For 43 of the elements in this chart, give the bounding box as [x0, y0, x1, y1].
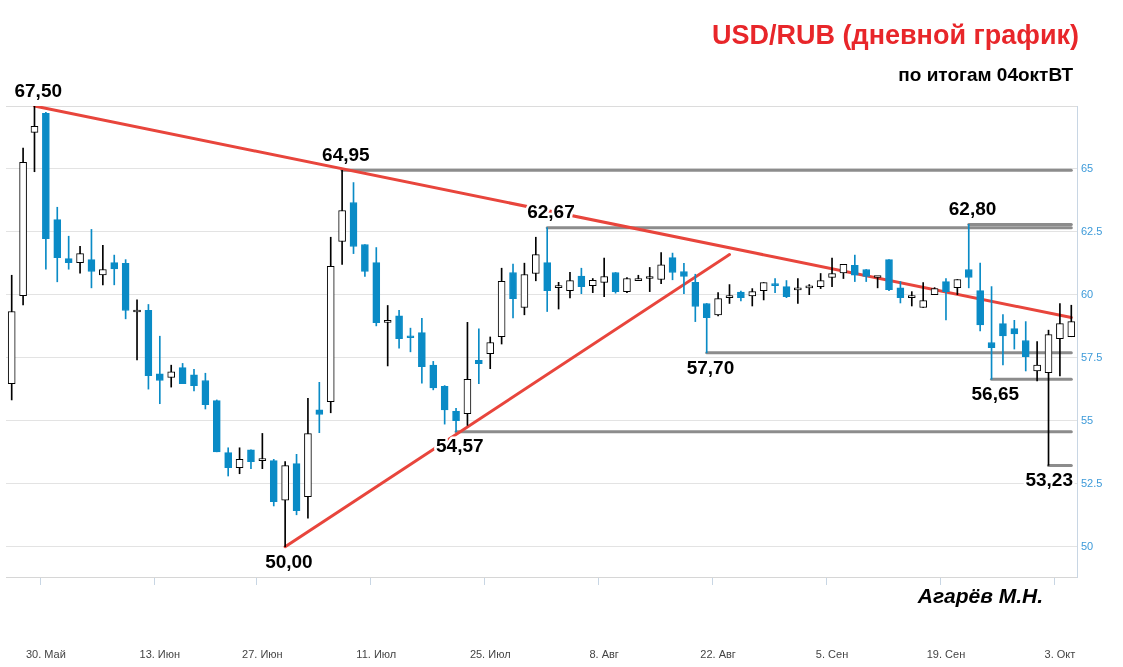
candlestick: [99, 244, 107, 286]
candlestick: [475, 328, 483, 384]
candlestick: [1056, 303, 1064, 377]
x-tick-label: 27. Июн: [242, 647, 283, 660]
data-label: 64,95: [322, 143, 371, 165]
y-tick-label: 57.5: [1081, 350, 1103, 363]
x-tick-label: 5. Сен: [815, 647, 849, 660]
x-tick-label: 8. Авг: [589, 647, 619, 660]
candlestick: [1033, 341, 1041, 382]
data-label: 53,23: [1025, 469, 1073, 491]
candlestick: [600, 257, 608, 297]
y-tick-label: 50: [1081, 539, 1094, 552]
candlestick: [907, 291, 916, 307]
x-tick-label: 11. Июл: [356, 647, 397, 660]
y-tick-label: 55: [1081, 413, 1094, 426]
y-tick-label: 65: [1081, 162, 1094, 174]
text: Агарёв М.Н.: [917, 584, 1043, 608]
candlestick: [155, 335, 164, 405]
candlestick: [315, 381, 324, 434]
data-label: 56,65: [971, 383, 1020, 405]
x-tick-label: 19. Сен: [926, 647, 966, 660]
data-label: 54,57: [436, 435, 484, 457]
data-label: 57,70: [686, 356, 735, 378]
data-label: 62,80: [948, 198, 997, 220]
candlestick: [680, 263, 688, 294]
candlestick: [383, 305, 392, 367]
candlestick: [828, 257, 836, 287]
y-tick-label: 60: [1081, 287, 1094, 300]
x-tick-label: 13. Июн: [139, 647, 181, 660]
y-tick-label: 62.5: [1081, 224, 1103, 237]
data-label: 67,50: [14, 79, 63, 101]
x-tick-label: 30. Май: [25, 647, 66, 660]
x-tick-label: 25. Июл: [469, 647, 511, 660]
candlestick: [110, 254, 119, 286]
x-tick-label: 22. Авг: [700, 647, 736, 660]
candlestick: [964, 224, 973, 289]
x-tick-label: 3. Окт: [1044, 647, 1076, 660]
chart-title: USD/RUB (дневной график): [712, 20, 1079, 51]
candlestick: [771, 278, 779, 293]
chart-subtitle: по итогам 04октВТ: [898, 64, 1073, 86]
candlestick: [645, 267, 654, 292]
data-label: 50,00: [265, 550, 313, 572]
y-tick-label: 52.5: [1081, 476, 1103, 489]
